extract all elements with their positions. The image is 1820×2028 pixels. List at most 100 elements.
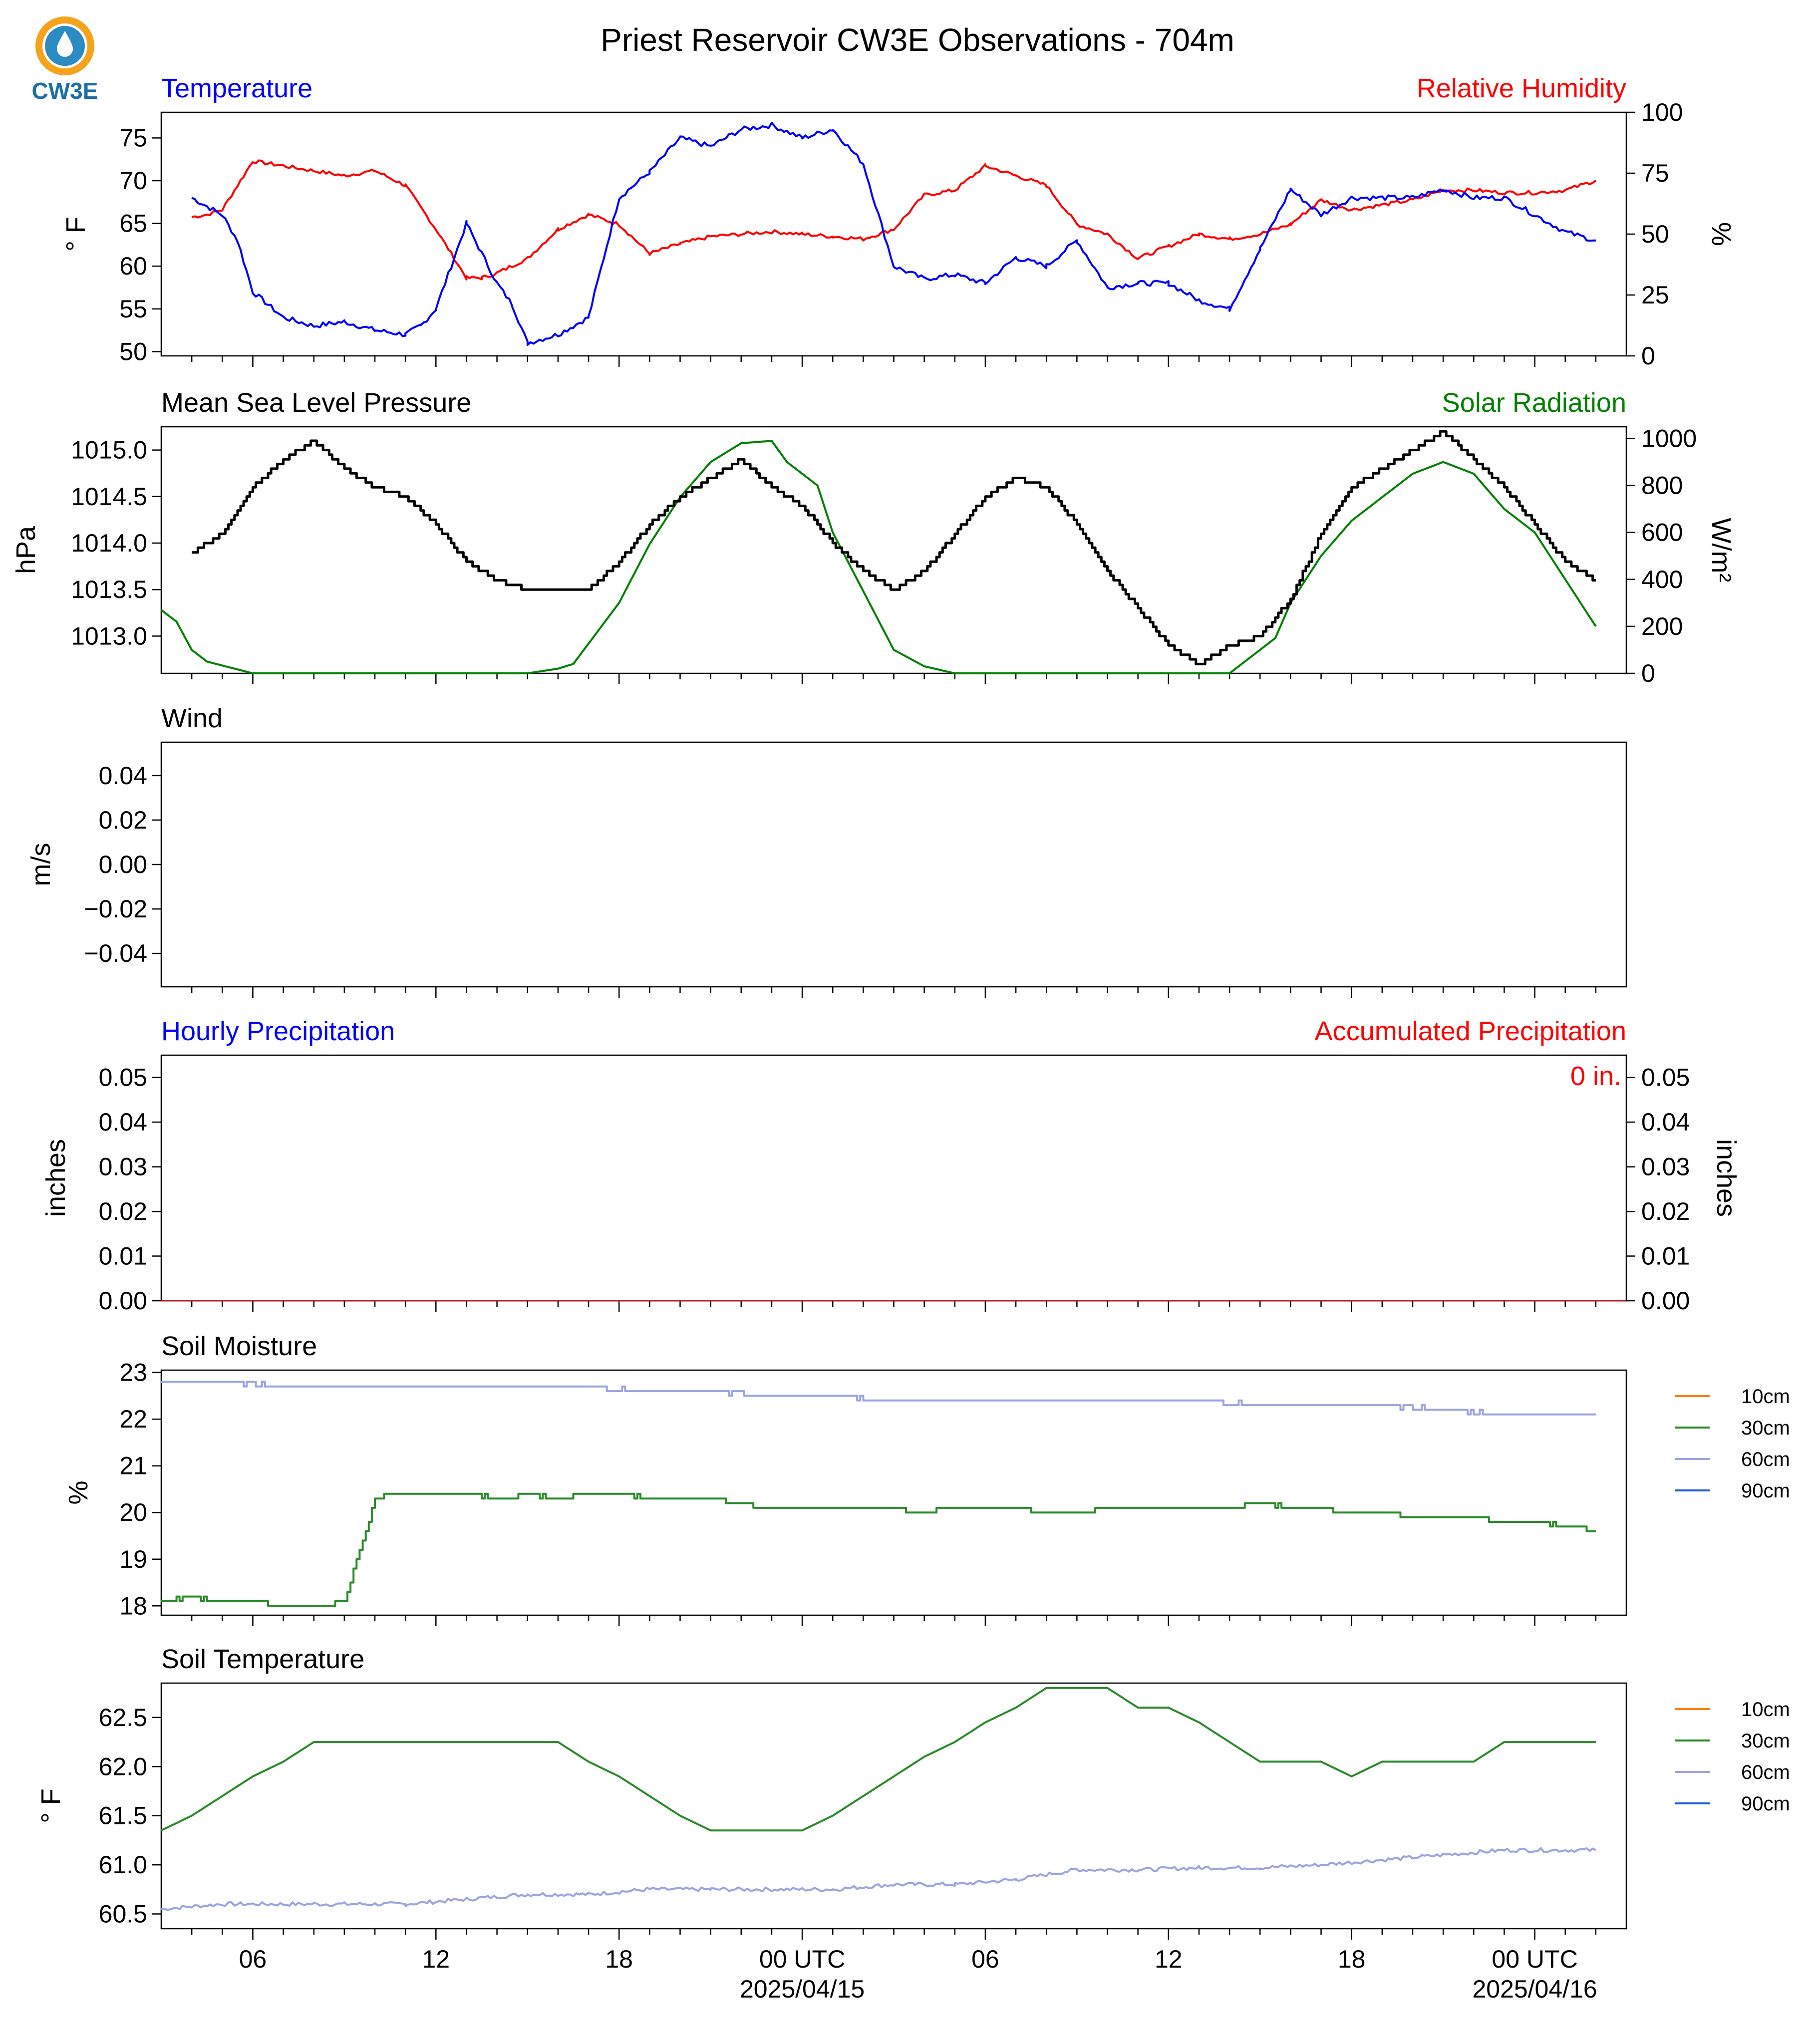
right-tick-label: 0.03 — [1641, 1153, 1690, 1181]
panel-temperature: Temperature Relative Humidity 50 55 60 65 70 75… — [61, 73, 1736, 370]
left-tick-label: 62.5 — [99, 1704, 147, 1732]
left-tick-label: 23 — [119, 1359, 147, 1387]
left-tick-label: 0.00 — [99, 851, 147, 878]
series-soil-temp-60cm — [161, 1847, 1596, 1911]
x-tick-label: 00 UTC — [1492, 1945, 1577, 1973]
right-tick-label: 0 — [1641, 342, 1655, 370]
right-tick-label: 25 — [1641, 281, 1669, 309]
x-tick-label: 12 — [422, 1945, 450, 1973]
panel-soil_moisture: Soil Moisture 18 19 20 21 22 23% 10cm 30cm 60cm 90… — [63, 1331, 1790, 1626]
series-soil-temp-30cm — [161, 1687, 1596, 1832]
panel-left-title: Hourly Precipitation — [161, 1016, 395, 1046]
series-pressure — [192, 430, 1596, 665]
right-tick-label: 0.00 — [1641, 1287, 1690, 1315]
water-drop-icon — [57, 31, 73, 57]
logo-text: CW3E — [32, 78, 98, 104]
left-ylabel: ° F — [36, 1788, 66, 1823]
logo-ring — [35, 16, 94, 75]
panel-pressure: Mean Sea Level Pressure Solar Radiation 10… — [11, 388, 1736, 687]
panel-left-title: Soil Moisture — [161, 1331, 317, 1361]
panel-left-title: Mean Sea Level Pressure — [161, 388, 471, 418]
x-tick-date: 2025/04/15 — [740, 1975, 865, 2003]
panels: Temperature Relative Humidity 50 55 60 65 70 75… — [11, 73, 1790, 2003]
right-tick-label: 50 — [1641, 220, 1669, 248]
left-tick-label: 1013.0 — [71, 622, 147, 650]
panel-right-title: Solar Radiation — [1442, 388, 1626, 418]
left-ylabel: inches — [41, 1139, 71, 1217]
left-tick-label: 0.03 — [99, 1153, 147, 1181]
panel-frame — [160, 1682, 1627, 1930]
panel-soil_temperature: Soil Temperature 60.5 61.0 61.5 62.0 62.5 ° F 0… — [36, 1644, 1790, 2003]
panel-frame — [160, 426, 1627, 674]
x-tick-date: 2025/04/16 — [1472, 1975, 1597, 2003]
left-tick-label: 61.0 — [99, 1851, 147, 1879]
legend-label: 60cm — [1741, 1449, 1790, 1470]
right-tick-label: 75 — [1641, 159, 1669, 187]
right-tick-label: 800 — [1641, 472, 1683, 500]
left-tick-label: 60.5 — [99, 1900, 147, 1928]
right-tick-label: 0.05 — [1641, 1064, 1690, 1092]
left-tick-label: −0.04 — [84, 939, 147, 967]
series-soil-moisture-60cm — [161, 1381, 1596, 1416]
panel-right-title: Relative Humidity — [1417, 73, 1626, 103]
right-tick-label: 0.02 — [1641, 1197, 1690, 1225]
x-tick-label: 12 — [1155, 1945, 1183, 1973]
panel-precip: Hourly Precipitation Accumulated Precipit… — [41, 1016, 1741, 1315]
left-tick-label: 0.05 — [99, 1064, 147, 1092]
right-ylabel: W/m² — [1706, 518, 1736, 582]
left-ylabel: ° F — [61, 217, 91, 252]
right-tick-label: 100 — [1641, 98, 1683, 126]
panel-frame — [160, 741, 1627, 988]
right-tick-label: 1000 — [1641, 425, 1697, 453]
left-tick-label: 1014.0 — [71, 529, 147, 557]
left-tick-label: −0.02 — [84, 895, 147, 923]
left-tick-label: 65 — [119, 210, 147, 238]
panel-wind: Wind −0.04 −0.02 0.00 0.02 0.04 m/s — [26, 703, 1627, 998]
left-ylabel: % — [63, 1480, 93, 1504]
left-tick-label: 0.00 — [99, 1287, 147, 1315]
panel-left-title: Temperature — [161, 73, 312, 103]
left-tick-label: 61.5 — [99, 1802, 147, 1830]
left-tick-label: 0.04 — [99, 762, 147, 790]
x-tick-label: 00 UTC — [759, 1945, 845, 1973]
left-tick-label: 0.02 — [99, 1197, 147, 1225]
left-tick-label: 50 — [119, 337, 147, 365]
left-tick-label: 0.04 — [99, 1108, 147, 1136]
left-tick-label: 62.0 — [99, 1752, 147, 1780]
left-tick-label: 22 — [119, 1405, 147, 1433]
right-ylabel: % — [1706, 222, 1736, 246]
left-tick-label: 70 — [119, 167, 147, 195]
figure-title: Priest Reservoir CW3E Observations - 704… — [601, 22, 1234, 58]
right-tick-label: 0.01 — [1641, 1242, 1690, 1270]
panel-left-title: Soil Temperature — [161, 1644, 364, 1674]
left-tick-label: 75 — [119, 124, 147, 152]
legend-label: 90cm — [1741, 1480, 1790, 1502]
right-tick-label: 0 — [1641, 659, 1655, 687]
panel-frame — [160, 1054, 1627, 1302]
right-tick-label: 400 — [1641, 566, 1683, 593]
legend-label: 90cm — [1741, 1793, 1790, 1815]
right-tick-label: 600 — [1641, 519, 1683, 547]
right-tick-label: 0.04 — [1641, 1108, 1690, 1136]
panel-frame — [160, 111, 1627, 357]
legend-label: 60cm — [1741, 1761, 1790, 1783]
legend-label: 10cm — [1741, 1699, 1790, 1721]
left-tick-label: 19 — [119, 1545, 147, 1573]
left-tick-label: 60 — [119, 252, 147, 280]
legend-label: 30cm — [1741, 1417, 1790, 1439]
panel-frame — [160, 1369, 1627, 1616]
left-tick-label: 1013.5 — [71, 576, 147, 603]
left-ylabel: m/s — [26, 843, 56, 886]
left-tick-label: 0.01 — [99, 1242, 147, 1270]
series-relative-humidity — [191, 159, 1597, 281]
panel-left-title: Wind — [161, 703, 223, 733]
series-solar-radiation — [160, 440, 1597, 674]
left-tick-label: 0.02 — [99, 806, 147, 834]
series-temperature — [191, 122, 1596, 346]
legend-label: 10cm — [1741, 1386, 1790, 1408]
left-tick-label: 21 — [119, 1452, 147, 1480]
accumulated-total-label: 0 in. — [1570, 1061, 1621, 1091]
left-ylabel: hPa — [11, 526, 41, 574]
x-tick-label: 06 — [239, 1945, 267, 1973]
